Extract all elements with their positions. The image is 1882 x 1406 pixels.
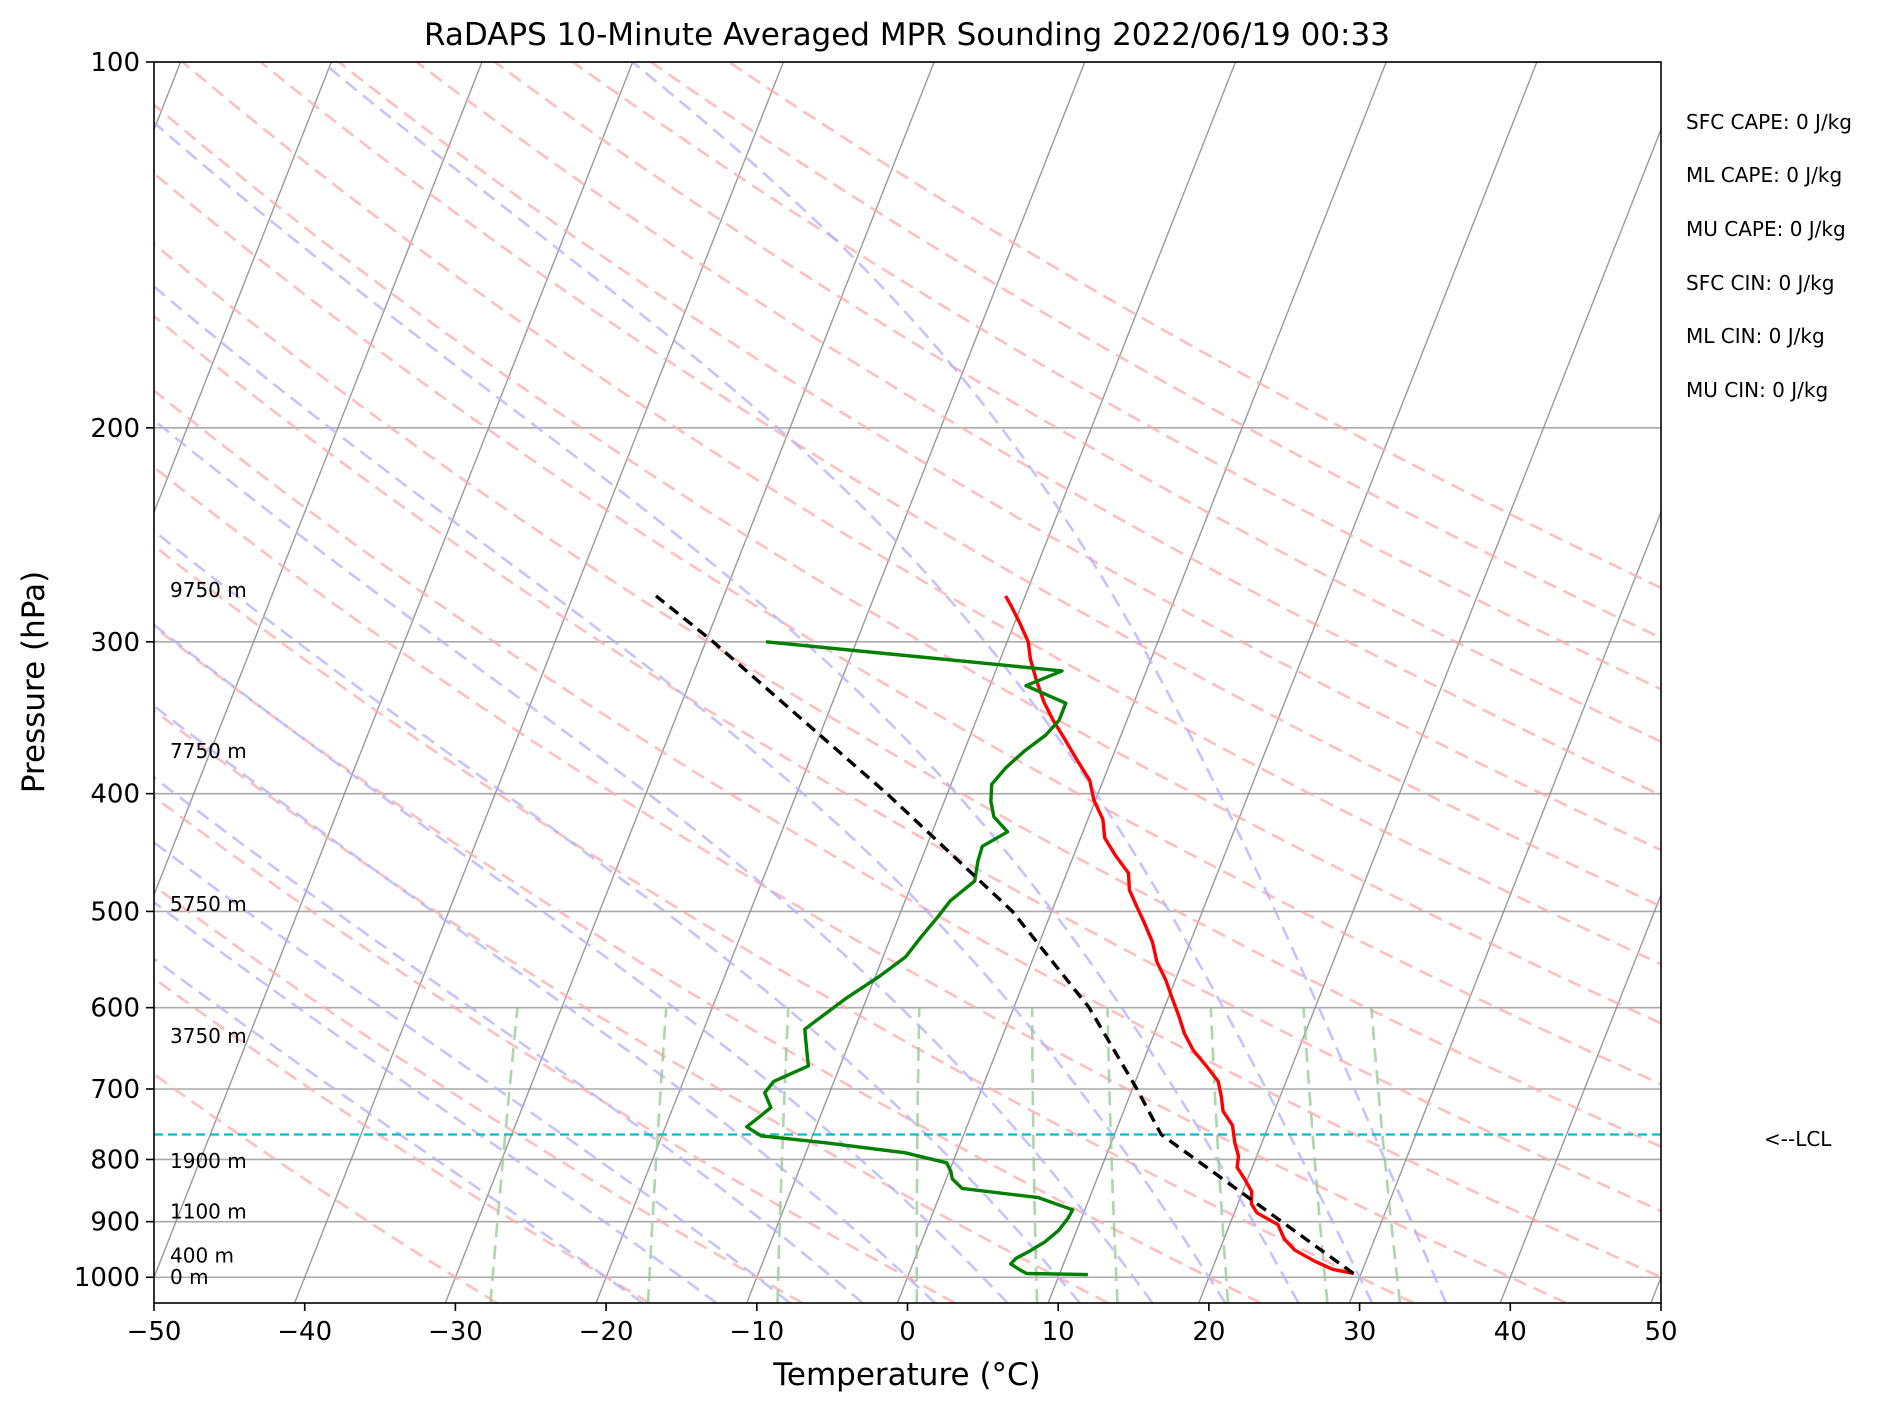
isotherm-gridline (595, 62, 1086, 1303)
x-tick-label: 40 (1494, 1317, 1527, 1347)
mixing-ratio-line (1209, 1007, 1230, 1303)
height-label: 7750 m (170, 739, 247, 763)
moist-adiabat (154, 418, 1154, 1303)
height-label: 3750 m (170, 1024, 247, 1048)
dry-adiabat (154, 171, 1661, 1086)
dry-adiabat (415, 62, 1661, 797)
y-tick-label: 600 (90, 994, 140, 1024)
index-ml-cin: ML CIN: 0 J/kg (1686, 324, 1825, 348)
y-tick-label: 100 (90, 48, 140, 78)
background-lines (154, 62, 1661, 1303)
dry-adiabat (494, 62, 1661, 744)
moist-adiabat (154, 120, 1300, 1303)
index-ml-cape: ML CAPE: 0 J/kg (1686, 163, 1842, 187)
isotherm-gridline (1499, 892, 1661, 1303)
isotherm-gridline (293, 62, 785, 1303)
isotherm-gridline (444, 62, 935, 1303)
dry-adiabat (728, 62, 1661, 590)
indices-panel: SFC CAPE: 0 J/kg ML CAPE: 0 J/kg MU CAPE… (1686, 110, 1852, 402)
x-tick-label: −10 (729, 1317, 784, 1347)
mixing-ratio-line (1106, 1007, 1119, 1303)
height-label: 9750 m (170, 578, 247, 602)
y-tick-label: 1000 (74, 1263, 140, 1293)
isotherm-gridline (154, 62, 483, 897)
x-tick-label: 0 (899, 1317, 916, 1347)
y-tick-label: 500 (90, 897, 140, 927)
y-tick-label: 400 (90, 780, 140, 810)
index-sfc-cin: SFC CIN: 0 J/kg (1686, 271, 1834, 295)
y-tick-label: 900 (90, 1208, 140, 1238)
moist-adiabat (321, 62, 1374, 1303)
mixing-ratio-line (776, 1007, 790, 1303)
dewpoint-profile-line (745, 640, 1088, 1277)
y-tick-label: 200 (90, 414, 140, 444)
chart-title: RaDAPS 10-Minute Averaged MPR Sounding 2… (424, 17, 1390, 53)
height-label: 400 m (170, 1244, 234, 1268)
moist-adiabat (154, 623, 1009, 1303)
dry-adiabat (572, 62, 1661, 691)
height-label: 5750 m (170, 892, 247, 916)
dry-adiabat (154, 708, 1109, 1303)
index-sfc-cape: SFC CAPE: 0 J/kg (1686, 110, 1852, 134)
index-mu-cape: MU CAPE: 0 J/kg (1686, 217, 1846, 241)
x-tick-label: 10 (1042, 1317, 1075, 1347)
mixing-ratio-line (646, 1007, 668, 1303)
x-tick-label: 30 (1343, 1317, 1376, 1347)
dry-adiabat (154, 388, 1661, 1279)
dry-adiabat (154, 884, 803, 1303)
isotherm-gridline (1348, 510, 1661, 1303)
x-tick-label: −30 (428, 1317, 483, 1347)
x-tick-label: −40 (277, 1317, 332, 1347)
moist-adiabat (154, 957, 644, 1303)
x-tick-label: 50 (1644, 1317, 1677, 1347)
mixing-ratio-line (1370, 1007, 1402, 1303)
dry-adiabat (337, 62, 1661, 852)
dry-adiabat (154, 1072, 498, 1303)
moist-adiabat (631, 62, 1448, 1303)
moist-adiabat (154, 284, 1227, 1303)
y-tick-label: 300 (90, 628, 140, 658)
moist-adiabat (154, 900, 718, 1303)
x-tick-label: −20 (579, 1317, 634, 1347)
height-label: 1900 m (170, 1149, 247, 1173)
dry-adiabat (154, 103, 1661, 1025)
dry-adiabat (154, 544, 1415, 1303)
moist-adiabat (154, 775, 864, 1303)
index-mu-cin: MU CIN: 0 J/kg (1686, 378, 1828, 402)
y-tick-label: 700 (90, 1075, 140, 1105)
dry-adiabat (181, 62, 1661, 966)
isotherm-gridline (896, 62, 1387, 1303)
data-lines (154, 594, 1661, 1277)
mixing-ratio-line (489, 1007, 519, 1303)
height-label: 0 m (170, 1265, 209, 1289)
x-axis-title: Temperature (°C) (772, 1357, 1041, 1393)
isotherm-gridline (1047, 62, 1538, 1303)
y-axis-title: Pressure (hPa) (16, 571, 52, 793)
isotherm-gridline (154, 62, 332, 515)
y-tick-label: 800 (90, 1145, 140, 1175)
dry-adiabat (154, 242, 1661, 1149)
x-tick-label: 20 (1192, 1317, 1225, 1347)
x-tick-label: −50 (127, 1317, 182, 1347)
moist-adiabat (154, 840, 791, 1303)
mixing-ratio-line (1030, 1007, 1039, 1303)
dry-adiabat (650, 62, 1661, 640)
moist-adiabat (154, 529, 1081, 1303)
dry-adiabat (154, 625, 1262, 1303)
moist-adiabat (154, 704, 936, 1303)
axes: −50 −40 −30 −20 −10 0 10 20 30 40 50 1000 900 800 700 6… (74, 48, 1678, 1347)
mixing-ratio-line (1302, 1007, 1329, 1303)
height-label: 1100 m (170, 1200, 247, 1224)
isotherm-gridline (154, 62, 634, 1280)
mixing-ratio-line (915, 1007, 921, 1303)
lcl-label: <--LCL (1764, 1127, 1832, 1151)
parcel-profile-line (654, 594, 1355, 1275)
